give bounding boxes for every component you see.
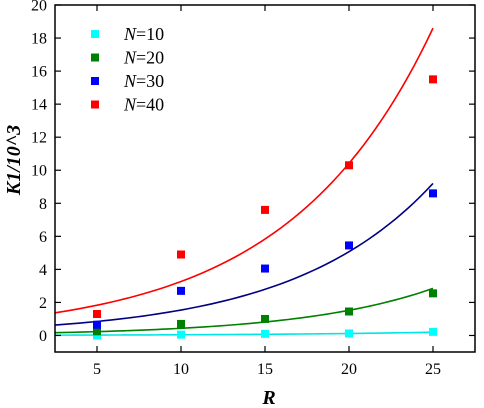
- data-point: [429, 75, 437, 84]
- x-tick-label: 10: [173, 361, 189, 378]
- data-point: [177, 319, 185, 328]
- fit-curve-3: [55, 182, 434, 326]
- x-axis: 5 10 15 20 25: [93, 5, 441, 378]
- data-point: [345, 161, 353, 170]
- y-tick-label: 16: [31, 64, 47, 81]
- x-axis-title: R: [261, 387, 275, 408]
- data-point: [261, 329, 269, 338]
- x-tick-label: 20: [341, 361, 357, 378]
- legend-label: N=40: [123, 95, 164, 115]
- data-point: [345, 307, 353, 316]
- y-tick-label: 14: [31, 97, 47, 114]
- fit-curves: [55, 27, 434, 336]
- x-tick-label: 25: [425, 361, 441, 378]
- data-point: [93, 331, 101, 340]
- legend-marker: [91, 77, 99, 85]
- y-tick-label: 12: [31, 130, 47, 147]
- data-point: [261, 205, 269, 214]
- y-tick-label: 20: [31, 0, 47, 15]
- fit-curve-2: [55, 287, 434, 334]
- y-tick-label: 4: [39, 262, 47, 279]
- data-point: [177, 286, 185, 295]
- data-point: [93, 327, 101, 336]
- legend-marker: [91, 53, 99, 62]
- y-tick-label: 10: [31, 163, 47, 180]
- fit-curve-1: [55, 331, 434, 336]
- fit-curve-4: [55, 27, 434, 314]
- y-tick-label: 2: [39, 295, 47, 312]
- data-point: [429, 327, 437, 336]
- data-points: [93, 75, 437, 340]
- y-axis-title: K1/10^3: [3, 125, 25, 196]
- data-point: [177, 250, 185, 259]
- data-point: [429, 289, 437, 298]
- data-point: [261, 314, 269, 323]
- data-point: [177, 330, 185, 339]
- data-point: [345, 241, 353, 250]
- data-point: [345, 329, 353, 338]
- y-tick-label: 0: [39, 328, 47, 345]
- data-point: [93, 309, 101, 318]
- y-axis: 0 2 4 6 8 10 12 14 16 18 20: [31, 0, 475, 345]
- data-point: [429, 189, 437, 198]
- legend: N=10 N=20 N=30 N=40: [91, 24, 164, 115]
- y-tick-label: 6: [39, 229, 47, 246]
- y-tick-label: 8: [39, 196, 47, 213]
- x-tick-label: 5: [93, 361, 101, 378]
- legend-label: N=10: [123, 24, 164, 44]
- legend-label: N=30: [123, 71, 164, 91]
- x-tick-label: 15: [257, 361, 273, 378]
- data-point: [261, 264, 269, 273]
- y-tick-label: 18: [31, 31, 47, 48]
- data-point: [93, 320, 101, 329]
- legend-marker: [91, 100, 99, 109]
- legend-marker: [91, 30, 99, 38]
- legend-label: N=20: [123, 48, 164, 68]
